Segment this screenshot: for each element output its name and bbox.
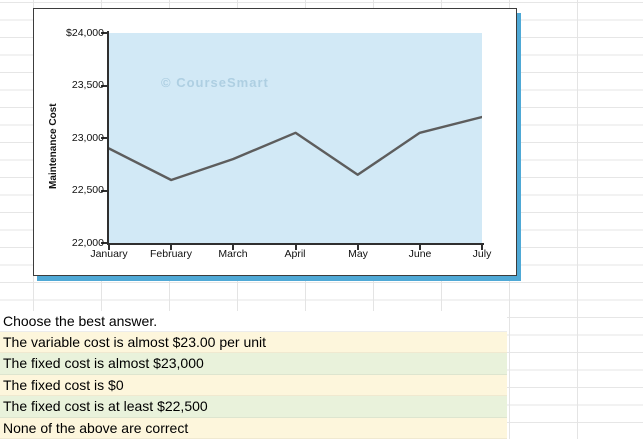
x-tick-mark bbox=[481, 245, 483, 250]
y-tick-label: $24,000 bbox=[66, 27, 104, 39]
quiz-options: The variable cost is almost $23.00 per u… bbox=[0, 332, 507, 439]
x-tick-label: January bbox=[90, 248, 128, 260]
x-tick-label: July bbox=[472, 248, 492, 260]
y-tick-label: 22,000 bbox=[71, 237, 104, 249]
y-axis-line bbox=[107, 31, 109, 245]
quiz-option-1[interactable]: The variable cost is almost $23.00 per u… bbox=[0, 332, 507, 354]
quiz-prompt: Choose the best answer. bbox=[0, 311, 507, 332]
y-tick-label: 22,500 bbox=[71, 184, 104, 196]
y-tick-mark bbox=[101, 242, 107, 244]
x-tick-mark bbox=[418, 245, 421, 250]
x-tick-mark bbox=[294, 245, 297, 250]
x-tick-mark bbox=[108, 245, 110, 250]
x-tick-label: February bbox=[149, 248, 192, 260]
y-tick-mark bbox=[101, 189, 107, 192]
x-tick-mark bbox=[170, 245, 173, 250]
quiz-option-3[interactable]: The fixed cost is $0 bbox=[0, 374, 507, 397]
line-chart-svg bbox=[109, 115, 482, 182]
quiz-option-2[interactable]: The fixed cost is almost $23,000 bbox=[0, 353, 507, 375]
x-tick-mark bbox=[356, 245, 359, 250]
x-tick-label: April bbox=[284, 248, 306, 260]
quiz-option-5[interactable]: None of the above are correct bbox=[0, 417, 507, 439]
x-tick-mark bbox=[232, 245, 235, 250]
y-tick-label: 23,000 bbox=[71, 132, 104, 144]
x-tick-label: June bbox=[408, 248, 432, 260]
maintenance-cost-chart: Maintenance Cost © CourseSmart $24,000 2… bbox=[33, 8, 517, 276]
x-tick-label: March bbox=[218, 248, 248, 260]
y-tick-mark bbox=[101, 137, 107, 139]
coursesmart-watermark: © CourseSmart bbox=[161, 75, 269, 90]
y-tick-label: 23,500 bbox=[71, 79, 104, 91]
quiz-option-4[interactable]: The fixed cost is at least $22,500 bbox=[0, 396, 507, 418]
y-tick-mark bbox=[101, 84, 107, 87]
x-tick-label: May bbox=[348, 248, 368, 260]
plot-area: © CourseSmart bbox=[109, 33, 482, 243]
y-tick-mark bbox=[101, 32, 107, 34]
cost-line-series bbox=[109, 115, 482, 182]
x-axis-line bbox=[107, 243, 484, 245]
y-axis-title: Maintenance Cost bbox=[48, 103, 59, 189]
quiz-block: Choose the best answer. The variable cos… bbox=[0, 311, 507, 439]
